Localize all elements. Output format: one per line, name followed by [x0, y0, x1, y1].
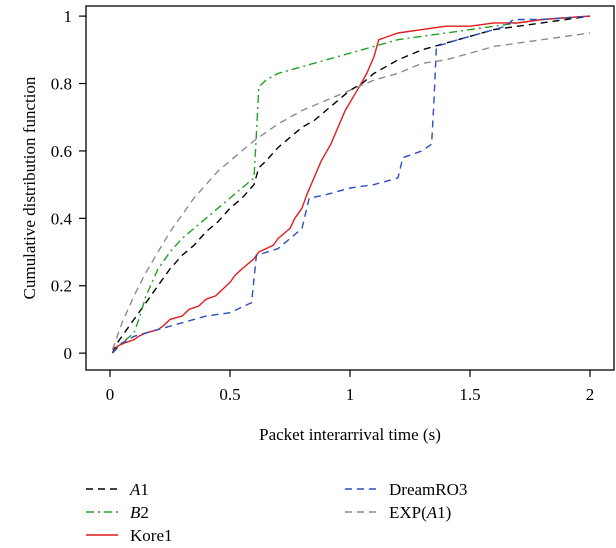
axis-ticks: 0 0.5 1 1.5 2 0 0.2 0.4 0.6 0.8 1: [51, 7, 595, 404]
x-tick-label: 1.5: [459, 385, 480, 404]
y-tick-label: 1: [64, 7, 73, 26]
legend-label-2: Kore1: [130, 526, 172, 545]
series-line-4: [111, 32, 591, 351]
y-tick-label: 0: [64, 344, 73, 363]
y-tick-label: 0.8: [51, 75, 72, 94]
y-tick-label: 0.2: [51, 277, 72, 296]
legend-label-3: DreamRO3: [389, 480, 467, 499]
legend-label-part: A: [129, 480, 141, 499]
x-tick-label: 1: [346, 385, 355, 404]
x-tick-label: 0.5: [219, 385, 240, 404]
legend-label-part: EXP(: [389, 503, 427, 522]
y-axis-title: Cumulative distribution function: [20, 76, 39, 299]
legend-label-part: A: [426, 503, 438, 522]
series-line-2: [111, 15, 591, 354]
legend-label-part: DreamRO3: [389, 480, 467, 499]
series-line-1: [111, 15, 591, 354]
legend-label-part: B: [130, 503, 141, 522]
series-layer: [111, 15, 591, 354]
legend-label-part: 2: [140, 503, 149, 522]
legend-label-part: Kore1: [130, 526, 172, 545]
y-tick-label: 0.6: [51, 142, 72, 161]
y-tick-label: 0.4: [51, 209, 73, 228]
series-line-3: [111, 15, 591, 354]
legend-label-part: 1: [140, 480, 149, 499]
x-axis-title: Packet interarrival time (s): [259, 425, 441, 444]
legend-label-1: B2: [130, 503, 149, 522]
series-line-0: [111, 15, 591, 354]
legend-label-part: 1): [437, 503, 451, 522]
legend-label-4: EXP(A1): [389, 503, 451, 522]
x-tick-label: 0: [106, 385, 115, 404]
x-tick-label: 2: [586, 385, 595, 404]
legend-label-0: A1: [129, 480, 149, 499]
